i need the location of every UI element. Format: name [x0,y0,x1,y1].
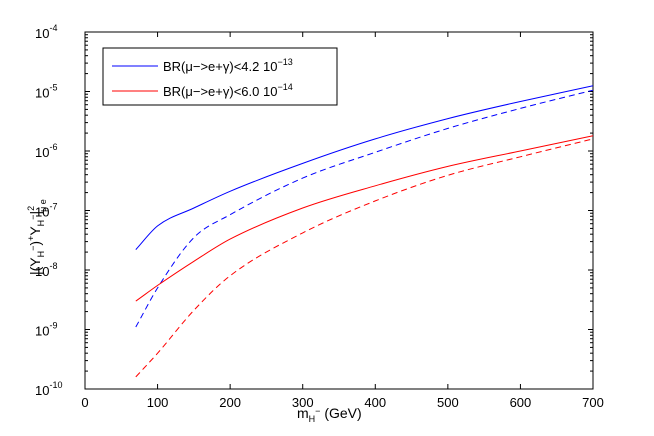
x-tick-label: 100 [147,395,169,410]
y-tick-label: 10-9 [35,321,57,339]
series-0-solid-line [135,85,594,250]
legend-label-red: BR(μ−>e+γ)<6.0 10−14 [163,82,293,99]
x-tick-label: 400 [364,395,386,410]
x-tick-label: 700 [582,395,604,410]
legend: BR(μ−>e+γ)<4.2 10−13 BR(μ−>e+γ)<6.0 10−1… [102,47,338,106]
y-tick-label: 10-7 [35,202,57,220]
x-tick-label: 300 [292,395,314,410]
legend-label-blue: BR(μ−>e+γ)<4.2 10−13 [163,57,293,74]
x-tick-label: 0 [81,395,88,410]
series-1-dashed-line [135,89,594,328]
y-tick-label: 10-6 [35,142,57,160]
y-tick-label: 10-5 [35,83,57,101]
series-group [135,85,594,378]
series-2-solid-line [135,135,594,302]
x-tick-label: 500 [437,395,459,410]
y-tick-label: 10-8 [35,261,57,279]
x-tick-label: 200 [219,395,241,410]
y-tick-label: 10-10 [35,380,62,398]
y-tick-label: 10-4 [35,23,57,41]
series-3-dashed-line [135,138,594,378]
axis-ticks: 0 100 200 300 400 500 600 700 10-4 10-5 10-6 10-7 10… [35,23,604,410]
legend-box [102,47,338,106]
y-axis-label: |(YH−)+YH−|2 μ e [26,199,48,275]
x-axis-label: mH− (GeV) [297,405,362,424]
x-tick-label: 600 [510,395,532,410]
